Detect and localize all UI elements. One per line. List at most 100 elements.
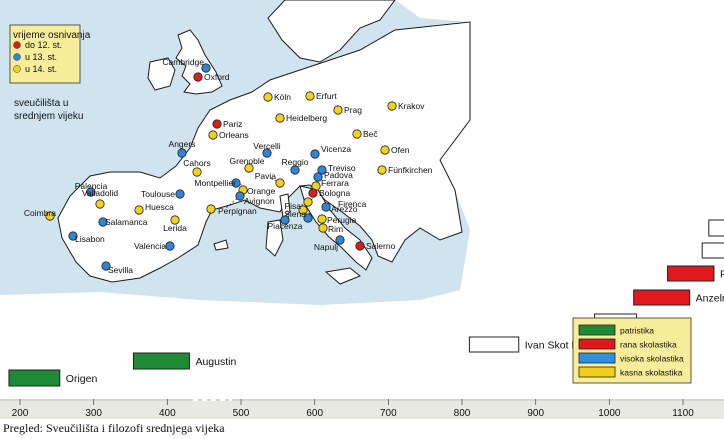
city-reggio: Reggio <box>282 157 309 175</box>
city-marker <box>68 231 78 241</box>
period-legend-label: rana skolastika <box>620 340 677 350</box>
philosopher-label: Anzelmo Canterburyjski <box>696 293 724 305</box>
city-label: Vicenza <box>321 144 351 154</box>
city-huesca: Huesca <box>134 202 174 215</box>
city-marker <box>45 211 55 221</box>
city-toulouse: Toulouse <box>141 189 185 199</box>
city-marker <box>387 101 397 111</box>
city-marker <box>305 91 315 101</box>
lifespan-bar <box>667 265 715 282</box>
city-marker <box>280 215 290 225</box>
city-marker <box>377 165 387 175</box>
lifespan-bar <box>708 219 724 237</box>
city-leader-avignon <box>225 195 241 209</box>
city-label: Prag <box>344 105 362 115</box>
city-label: Vercelli <box>253 141 281 151</box>
city-marker <box>193 72 203 82</box>
timeline-axis-band <box>0 399 724 419</box>
city-label: Padova <box>324 170 353 180</box>
period-legend-swatch <box>578 324 616 336</box>
city-cambridge: Cambridge <box>162 57 211 73</box>
city-marker <box>318 223 328 233</box>
city-treviso: Treviso <box>317 163 356 175</box>
city-label: Pavia <box>255 171 277 181</box>
city-marker <box>380 145 390 155</box>
city-label: Sevilla <box>108 265 133 275</box>
city-label: Heidelberg <box>286 113 327 123</box>
map-legend-swatch <box>13 41 21 49</box>
lifespan-bar <box>701 242 724 259</box>
city-piacenza: Piacenza <box>268 215 303 231</box>
map-legend-title: vrijeme osnivanja <box>13 30 91 41</box>
sardinia-land <box>265 219 284 257</box>
city-pariz: Pariz <box>212 119 242 129</box>
city-label: Perpignan <box>218 206 257 216</box>
city-angers: Angers <box>169 139 196 158</box>
axis-tick-label: 400 <box>159 408 176 419</box>
city-marker <box>170 215 180 225</box>
map-legend-label: do 12. st. <box>25 40 62 50</box>
city-marker <box>101 261 111 271</box>
axis-tick-label: 500 <box>233 408 250 419</box>
city-label: Oxford <box>204 72 230 82</box>
city-marker <box>262 148 272 158</box>
axis-tick-label: 600 <box>306 408 323 419</box>
city-avignon: Avignon <box>235 191 275 206</box>
period-legend-label: kasna skolastika <box>620 368 683 378</box>
city-label: Arezzo <box>331 204 358 214</box>
city-marker <box>134 205 144 215</box>
map-title-line-1: sveučilišta u <box>14 98 68 109</box>
city-padova: Padova <box>313 170 353 182</box>
map-legend-swatch <box>13 65 21 73</box>
scandinavia-land <box>267 0 396 63</box>
map-legend: vrijeme osnivanja do 12. st. u 13. st. u 1… <box>9 24 91 84</box>
city-marker <box>98 217 108 227</box>
city-label: Rim <box>328 224 343 234</box>
city-marker <box>95 199 105 209</box>
city-label: Valladolid <box>82 188 119 198</box>
city-label: Köln <box>274 92 291 102</box>
city-label: Reggio <box>282 157 309 167</box>
axis-tick-label: 200 <box>12 408 29 419</box>
axis-tick-label: 300 <box>85 408 102 419</box>
city-oxford: Oxford <box>193 72 230 82</box>
city-marker <box>275 113 285 123</box>
city-marker <box>263 92 273 102</box>
period-legend-label: visoka skolastika <box>620 354 684 364</box>
philosopher-averroes: Averroes <box>701 242 724 259</box>
city-marker <box>317 165 327 175</box>
city-label: Avignon <box>244 196 275 206</box>
city-perpignan: Perpignan <box>206 204 257 216</box>
italy-land <box>299 185 373 271</box>
city-lerida: Lerida <box>163 215 187 233</box>
city-label: Fünfkirchen <box>388 165 433 175</box>
lifespan-bar <box>468 336 520 353</box>
city-label: Krakov <box>398 101 425 111</box>
city-valladolid: Valladolid <box>82 188 119 209</box>
city-marker <box>208 130 218 140</box>
city-marker <box>317 214 327 224</box>
city-ferrara: Ferrara <box>311 178 349 191</box>
city-firenca: Firenca <box>303 197 367 209</box>
city-orleans: Orleans <box>208 130 249 140</box>
city-marker <box>333 105 343 115</box>
city-label: Cambridge <box>162 57 204 67</box>
period-legend: patristika rana skolastika visoka skolasti… <box>572 317 692 384</box>
axis-tick-label: 1000 <box>598 408 621 419</box>
sicily-land <box>324 267 361 285</box>
city-marker <box>308 188 318 198</box>
map-legend-label: u 14. st. <box>25 64 57 74</box>
philosopher-augustin: Augustin <box>132 352 236 370</box>
city-heidelberg: Heidelberg <box>275 113 327 123</box>
city-marker <box>244 163 254 173</box>
city-marker <box>275 178 285 188</box>
city-label: Ferrara <box>321 178 349 188</box>
city-marker <box>201 63 211 73</box>
city-label: Angers <box>169 139 196 149</box>
philosopher-label: Origen <box>66 373 98 385</box>
city-grenoble: Grenoble <box>230 156 265 173</box>
city-funfkirchen: Fünfkirchen <box>377 165 433 175</box>
city-label: Erfurt <box>316 91 337 101</box>
period-legend-swatch <box>578 366 616 378</box>
